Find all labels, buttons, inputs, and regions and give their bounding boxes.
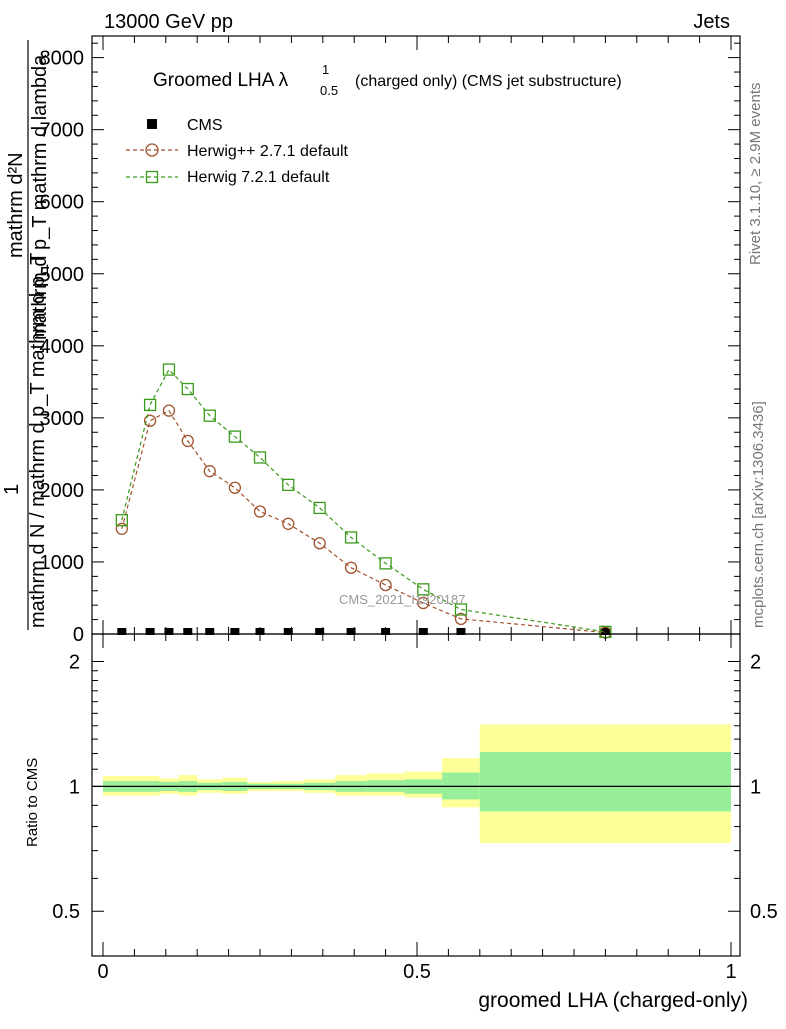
y-tick-label: 4000: [40, 336, 85, 358]
main-series: [115, 363, 612, 639]
cms-data-point: [183, 628, 193, 635]
ratio-y-ticks: 0.5 0.5 1 1 2 2: [52, 652, 778, 924]
y-tick-label: 7000: [40, 120, 85, 142]
ratio-y-tick-label: 1: [69, 776, 80, 798]
herwig7-point: [253, 451, 267, 464]
herwigpp-point: [313, 537, 326, 550]
ratio-x-ticks: 0 0.5 1: [97, 634, 737, 983]
herwigpp-point: [143, 414, 157, 427]
x-axis-label: groomed LHA (charged-only): [478, 989, 748, 1012]
cms-data-point: [346, 628, 356, 635]
cms-data-point: [381, 628, 391, 635]
series-line-2: [121, 368, 606, 633]
watermark: CMS_2021_I1920187: [339, 592, 466, 607]
herwigpp-point: [162, 404, 176, 417]
herwig7-point: [344, 531, 358, 544]
header-right: Jets: [693, 11, 730, 33]
rivet-label: Rivet 3.1.10, ≥ 2.9M events: [747, 83, 764, 266]
herwig7-point: [162, 363, 176, 376]
ratio-y-tick-label-right: 0.5: [750, 901, 778, 923]
herwig7-point: [379, 557, 392, 570]
ratio-y-tick-label: 2: [69, 652, 80, 674]
ylabel-numerator: mathrm d²N: [5, 152, 27, 258]
herwigpp-point: [454, 612, 468, 626]
cms-data-point: [255, 628, 265, 635]
title-lambda: λ: [279, 70, 289, 91]
y-tick-label: 1000: [40, 552, 85, 574]
herwig7-point: [143, 398, 157, 412]
ylabel-prefix: 1: [1, 484, 23, 495]
herwigpp-point: [228, 481, 242, 494]
title-sub: 0.5: [320, 83, 338, 98]
herwigpp-point: [282, 517, 295, 530]
header-left: 13000 GeV pp: [104, 11, 233, 33]
title-suffix: (charged only) (CMS jet substructure): [355, 73, 622, 90]
legend-herwig7-marker: [145, 170, 159, 184]
herwigpp-point: [379, 578, 392, 592]
legend-cms-marker: [147, 119, 157, 129]
herwigpp-point: [417, 596, 430, 610]
herwig7-point: [181, 382, 194, 396]
cms-data-point: [315, 628, 325, 635]
x-tick-label: 1: [725, 961, 736, 983]
herwigpp-point: [253, 505, 267, 518]
main-plot: 0 1000 2000 3000 4000 5000 6000 7000 8000 Groome…: [1, 35, 741, 646]
ratio-y-tick-label: 0.5: [52, 901, 80, 923]
ylabel-long: mathrm d N / mathrm d p_T mathrm d p_T: [27, 253, 49, 628]
y-tick-label: 3000: [40, 408, 85, 430]
main-y-label: mathrm d²N mathrm d p_T mathrm d lambda …: [1, 40, 51, 630]
cms-data-point: [117, 628, 127, 635]
series-line-1: [121, 409, 606, 634]
y-tick-label: 8000: [40, 48, 85, 70]
ratio-y-label: Ratio to CMS: [24, 758, 41, 847]
plot-title: Groomed LHA λ: [153, 70, 289, 91]
ratio-y-tick-label-right: 1: [750, 776, 761, 798]
herwigpp-point: [181, 434, 194, 448]
y-tick-label: 2000: [40, 480, 85, 502]
cms-data-point: [456, 628, 466, 635]
cms-data-point: [283, 628, 293, 635]
ratio-bands: [103, 724, 731, 844]
y-tick-label: 0: [73, 624, 84, 646]
ratio-y-tick-label-right: 2: [750, 652, 761, 674]
mcplots-label: mcplots.cern.ch [arXiv:1306.3436]: [750, 401, 767, 628]
ylabel-denominator: mathrm d p_T mathrm d lambda: [29, 54, 51, 340]
legend-cms-label: CMS: [187, 117, 223, 134]
cms-data-point: [164, 628, 174, 635]
cms-data-point: [600, 628, 610, 635]
herwig7-point: [228, 430, 242, 443]
herwig7-point: [417, 583, 430, 596]
y-tick-label: 5000: [40, 264, 85, 286]
legend: CMS Herwig++ 2.7.1 default Herwig 7.2.1 …: [126, 117, 349, 186]
herwigpp-point: [115, 522, 128, 535]
cms-data-point: [418, 628, 428, 635]
legend-herwig7-label: Herwig 7.2.1 default: [187, 169, 330, 186]
herwig7-point: [282, 478, 295, 492]
x-tick-label: 0.5: [403, 961, 431, 983]
herwig7-point: [203, 409, 216, 422]
title-sup: 1: [322, 62, 329, 77]
main-y-ticks: 0 1000 2000 3000 4000 5000 6000 7000 8000: [40, 42, 740, 646]
herwigpp-point: [344, 561, 358, 574]
ratio-inner-band: [479, 752, 731, 812]
herwig7-point: [454, 603, 468, 616]
x-tick-label: 0: [97, 961, 108, 983]
title-prefix: Groomed LHA: [153, 70, 279, 91]
y-tick-label: 6000: [40, 192, 85, 214]
herwig7-point: [313, 501, 326, 515]
ratio-frame: [91, 633, 741, 957]
ratio-plot: 0.5 0.51 12 2 0 0.5 1 Ratio to CMS groomed LH…: [24, 633, 778, 1012]
legend-herwigpp-label: Herwig++ 2.7.1 default: [187, 143, 349, 160]
legend-herwigpp-marker: [145, 143, 159, 157]
herwig7-point: [115, 514, 128, 527]
cms-data-point: [230, 628, 240, 635]
cms-data-point: [145, 628, 155, 635]
herwigpp-point: [203, 465, 216, 478]
cms-data-point: [205, 628, 215, 635]
